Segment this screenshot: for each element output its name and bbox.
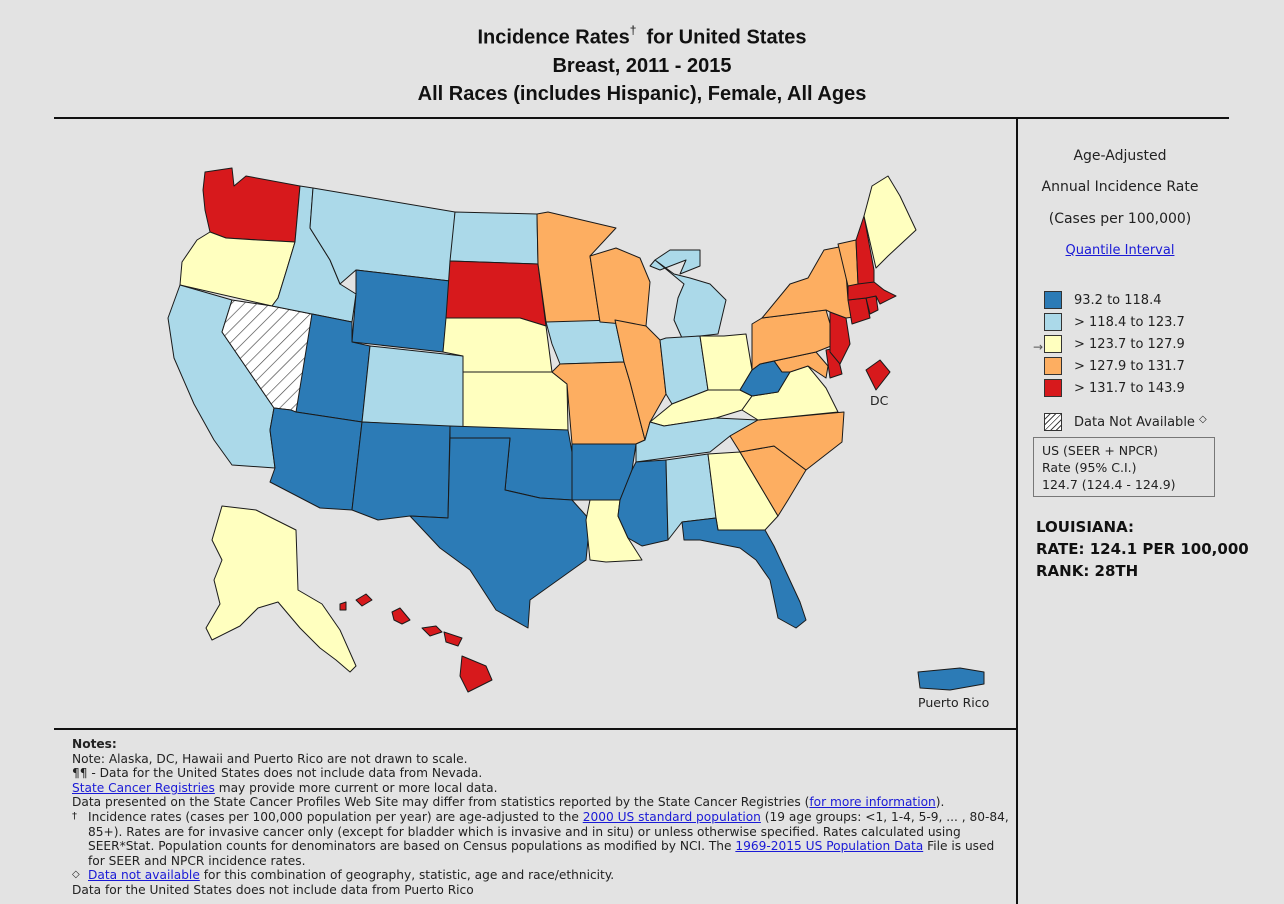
puerto-rico-label: Puerto Rico <box>918 695 990 710</box>
us-summary-rate-label: Rate (95% C.I.) <box>1042 460 1137 475</box>
selected-state-rank: RANK: 28TH <box>1036 562 1139 580</box>
note-nevada: ¶¶ - Data for the United States does not… <box>72 766 483 781</box>
legend-swatch <box>1044 335 1062 353</box>
state-ms[interactable] <box>617 459 669 547</box>
legend-item-1: 93.2 to 118.4 <box>1044 291 1161 309</box>
selected-state-name: LOUISIANA: <box>1036 518 1134 536</box>
dagger-footnote-mark: † <box>72 810 77 822</box>
legend-item-5: > 131.7 to 143.9 <box>1044 379 1185 397</box>
state-ak[interactable] <box>205 505 357 673</box>
state-oh[interactable] <box>699 333 753 391</box>
note-text: (19 age groups: <1, 1-4, 5-9, ... , 80-8… <box>88 809 1009 854</box>
title-line-1: Incidence Rates† for United States <box>0 18 1284 52</box>
state-nd[interactable] <box>449 211 539 265</box>
legend-swatch <box>1044 291 1062 309</box>
state-md[interactable] <box>759 351 829 379</box>
us-summary-box: US (SEER + NPCR) Rate (95% C.I.) 124.7 (… <box>1033 437 1215 497</box>
data-not-available-link[interactable]: Data not available <box>88 868 200 883</box>
note-puerto-rico: Data for the United States does not incl… <box>72 882 474 897</box>
diamond-icon: ◇ <box>72 869 80 881</box>
legend-label: > 131.7 to 143.9 <box>1074 380 1185 396</box>
title-line-3: All Races (includes Hispanic), Female, A… <box>417 82 867 105</box>
legend-label: > 118.4 to 123.7 <box>1074 314 1185 330</box>
standard-population-link[interactable]: 2000 US standard population <box>582 809 761 824</box>
state-tx[interactable] <box>409 437 591 629</box>
title-line-2: Breast, 2011 - 2015 <box>552 54 732 77</box>
map-title: Incidence Rates† for United States Breast… <box>0 18 1284 108</box>
legend-label: > 127.9 to 131.7 <box>1074 358 1185 374</box>
legend-item-3: > 123.7 to 127.9 <box>1044 335 1185 353</box>
note-text: File is used for SEER and NPCR incidence… <box>88 839 995 868</box>
dc-label: DC <box>870 393 889 408</box>
notes-divider <box>54 728 1017 730</box>
legend-item-2: > 118.4 to 123.7 <box>1044 313 1185 331</box>
note-differences: Data presented on the State Cancer Profi… <box>72 795 1012 810</box>
us-summary-title: US (SEER + NPCR) <box>1042 443 1158 458</box>
quantile-interval-link[interactable]: Quantile Interval <box>1065 243 1175 258</box>
note-data-not-available: ◇ Data not available for this combination… <box>72 868 1012 883</box>
note-text: for this combination of geography, stati… <box>199 868 615 883</box>
legend-item-na: Data Not Available ◇ <box>1044 413 1207 431</box>
legend-label: 93.2 to 118.4 <box>1074 292 1162 308</box>
state-ma[interactable] <box>847 281 897 305</box>
note-text: ). <box>935 795 945 810</box>
title-text: Incidence Rates <box>477 26 630 49</box>
population-data-link[interactable]: 1969-2015 US Population Data <box>735 839 924 854</box>
dagger-footnote-mark: † <box>629 23 637 37</box>
title-suffix: for United States <box>646 26 807 49</box>
notes-heading: Notes: <box>72 737 117 751</box>
state-nj[interactable] <box>829 311 851 365</box>
legend-title-line-2: Annual Incidence Rate <box>1041 179 1199 195</box>
state-ks[interactable] <box>462 371 569 431</box>
notes-section: Notes: Note: Alaska, DC, Hawaii and Puer… <box>72 737 1012 898</box>
more-information-link[interactable]: for more information <box>809 795 936 810</box>
legend-title-line-1: Age-Adjusted <box>1073 148 1167 164</box>
state-ia[interactable] <box>545 319 625 365</box>
note-text: Data presented on the State Cancer Profi… <box>72 795 810 810</box>
state-sd[interactable] <box>445 260 547 327</box>
state-fl[interactable] <box>681 517 807 629</box>
selected-state-rate: RATE: 124.1 PER 100,000 <box>1036 540 1249 558</box>
legend-label: Data Not Available <box>1074 414 1195 430</box>
note-registries: State Cancer Registries may provide more… <box>72 781 1012 796</box>
note-scale: Note: Alaska, DC, Hawaii and Puerto Rico… <box>72 751 468 766</box>
selected-state-info: LOUISIANA: RATE: 124.1 PER 100,000 RANK:… <box>1036 516 1249 582</box>
state-wi[interactable] <box>589 247 651 327</box>
state-pr[interactable] <box>917 667 985 691</box>
state-az[interactable] <box>269 407 363 511</box>
note-text: may provide more current or more local d… <box>214 780 498 795</box>
legend-divider <box>1016 118 1018 904</box>
diamond-icon: ◇ <box>1198 413 1207 425</box>
state-nh[interactable] <box>855 215 875 285</box>
legend-swatch-hatch <box>1044 413 1062 431</box>
us-map[interactable] <box>60 122 1010 722</box>
selected-class-marker-icon: → <box>1033 340 1044 354</box>
state-mi[interactable] <box>649 249 727 339</box>
note-text: Incidence rates (cases per 100,000 popul… <box>88 809 583 824</box>
legend-label: > 123.7 to 127.9 <box>1074 336 1185 352</box>
state-hi[interactable] <box>339 593 493 693</box>
state-dc[interactable] <box>865 359 891 391</box>
legend-swatch <box>1044 379 1062 397</box>
legend-swatch <box>1044 357 1062 375</box>
us-summary-rate-value: 124.7 (124.4 - 124.9) <box>1042 477 1176 492</box>
state-nm[interactable] <box>351 421 451 521</box>
note-age-adjusted: † Incidence rates (cases per 100,000 popu… <box>72 810 1012 868</box>
state-co[interactable] <box>361 345 464 429</box>
state-wy[interactable] <box>351 269 451 353</box>
legend-swatch <box>1044 313 1062 331</box>
state-wa[interactable] <box>202 167 301 243</box>
legend-item-4: > 127.9 to 131.7 <box>1044 357 1185 375</box>
state-cancer-registries-link[interactable]: State Cancer Registries <box>72 780 215 795</box>
state-me[interactable] <box>863 175 917 269</box>
legend-title-line-3: (Cases per 100,000) <box>1048 211 1192 227</box>
top-divider <box>54 117 1229 119</box>
